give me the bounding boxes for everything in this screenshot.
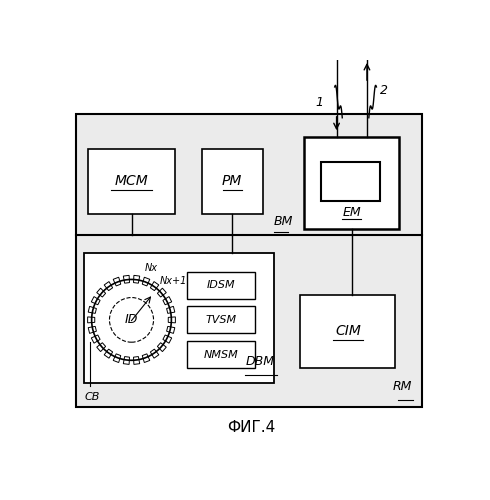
Bar <box>187 306 255 334</box>
Polygon shape <box>91 296 100 305</box>
Polygon shape <box>150 282 159 290</box>
Bar <box>76 114 422 406</box>
Polygon shape <box>133 356 140 364</box>
Polygon shape <box>88 326 97 334</box>
Circle shape <box>109 298 153 342</box>
Text: Nx+1: Nx+1 <box>160 276 187 286</box>
Polygon shape <box>150 349 159 358</box>
Text: RM: RM <box>393 380 413 393</box>
Text: TVSM: TVSM <box>205 315 236 325</box>
Text: 1: 1 <box>316 96 324 109</box>
Polygon shape <box>142 354 150 362</box>
Bar <box>304 137 399 230</box>
Text: BM: BM <box>274 215 294 228</box>
Text: MCM: MCM <box>115 174 148 188</box>
Polygon shape <box>157 342 166 351</box>
Bar <box>187 272 255 298</box>
Polygon shape <box>113 277 121 286</box>
Text: CB: CB <box>84 392 99 402</box>
Text: EM: EM <box>343 206 361 218</box>
Polygon shape <box>113 354 121 362</box>
Text: CIM: CIM <box>335 324 361 338</box>
Circle shape <box>86 274 177 366</box>
Text: IDSM: IDSM <box>206 280 235 290</box>
Polygon shape <box>163 335 172 343</box>
Polygon shape <box>104 282 113 290</box>
Bar <box>321 162 380 200</box>
Text: PM: PM <box>222 174 243 188</box>
Text: 2: 2 <box>380 84 388 98</box>
Bar <box>187 341 255 368</box>
Polygon shape <box>142 277 150 286</box>
Polygon shape <box>88 317 95 323</box>
Text: ФИГ.4: ФИГ.4 <box>227 420 275 435</box>
Polygon shape <box>97 342 106 351</box>
Text: Nx: Nx <box>145 263 158 273</box>
Bar <box>300 295 395 368</box>
Text: ID: ID <box>125 314 138 326</box>
Polygon shape <box>123 276 129 283</box>
Polygon shape <box>133 276 140 283</box>
Polygon shape <box>88 306 97 314</box>
Text: NMSM: NMSM <box>203 350 238 360</box>
Polygon shape <box>97 288 106 297</box>
Bar <box>202 148 263 214</box>
Polygon shape <box>167 326 175 334</box>
Polygon shape <box>157 288 166 297</box>
Bar <box>88 148 175 214</box>
Polygon shape <box>167 306 175 314</box>
Polygon shape <box>91 335 100 343</box>
Polygon shape <box>123 356 129 364</box>
Bar <box>84 252 274 384</box>
Polygon shape <box>163 296 172 305</box>
Polygon shape <box>168 317 175 323</box>
Polygon shape <box>104 349 113 358</box>
Text: DBM: DBM <box>246 355 275 368</box>
